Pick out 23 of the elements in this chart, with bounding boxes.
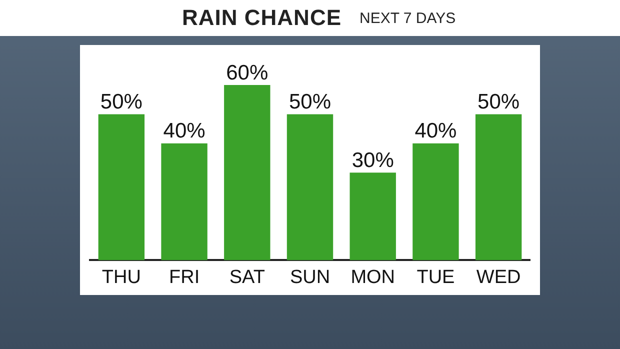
data-label: 50% [100, 90, 142, 114]
bar [161, 143, 208, 260]
data-label: 40% [163, 120, 206, 143]
bar [224, 85, 270, 260]
chart-subtitle: NEXT 7 DAYS [360, 10, 456, 26]
bar [475, 114, 522, 260]
data-label: 60% [226, 61, 268, 84]
chart-title: RAIN CHANCE [182, 5, 342, 31]
x-tick-label: SUN [290, 266, 330, 288]
x-tick-label: FRI [168, 266, 200, 288]
data-label: 50% [478, 90, 520, 114]
data-label: 30% [352, 148, 394, 172]
x-tick-label: WED [476, 266, 521, 288]
data-label: 40% [414, 120, 457, 143]
data-label: 50% [288, 90, 332, 114]
bar [412, 143, 459, 260]
x-tick-label: TUE [416, 266, 455, 288]
bar [350, 172, 396, 260]
bar [98, 114, 145, 260]
x-tick-label: SAT [229, 266, 266, 288]
bar [286, 114, 334, 260]
x-tick-label: THU [102, 266, 141, 288]
x-tick-label: MON [350, 266, 396, 288]
